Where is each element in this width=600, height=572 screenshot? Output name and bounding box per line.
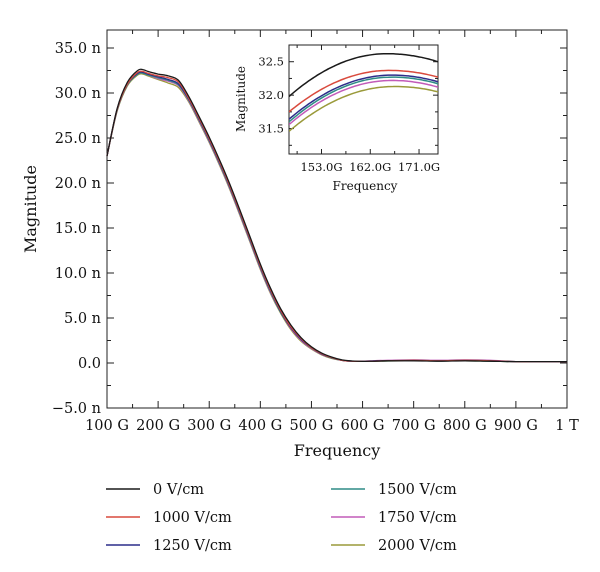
inset-x-axis-label: Frequency: [333, 179, 398, 193]
y-tick-label: 20.0 n: [55, 176, 101, 192]
x-tick-label: 1 T: [555, 418, 579, 434]
x-tick-label: 200 G: [136, 418, 180, 434]
inset-series-line: [289, 69, 438, 113]
y-tick-label: 35.0 n: [55, 41, 101, 57]
x-tick-label: 900 G: [494, 418, 538, 434]
inset-x-tick-label: 162.0G: [349, 160, 391, 174]
inset-series-line: [289, 79, 438, 126]
legend-label: 2000 V/cm: [378, 538, 457, 554]
x-tick-label: 300 G: [187, 418, 231, 434]
legend-label: 1500 V/cm: [378, 482, 457, 498]
inset-x-tick-label: 171.0G: [398, 160, 440, 174]
x-tick-label: 100 G: [85, 418, 129, 434]
inset-y-axis-label: Magnitude: [234, 66, 248, 132]
legend-label: 0 V/cm: [153, 482, 204, 498]
inset-frame: [288, 44, 439, 155]
y-tick-label: 15.0 n: [55, 221, 101, 237]
main-plot: 100 G 200 G 300 G 400 G 500 G 600 G 700 G 800 G…: [52, 29, 579, 434]
y-tick-label: 30.0 n: [55, 86, 101, 102]
inset-plot: 153.0G 162.0G 171.0G 31.5 32.0 32.5: [258, 44, 440, 174]
series-line: [106, 68, 567, 363]
x-tick-label: 500 G: [290, 418, 334, 434]
inset-y-tick-label: 31.5: [258, 122, 284, 136]
x-axis-label: Frequency: [294, 441, 381, 460]
y-tick-label: −5.0 n: [52, 401, 101, 417]
inset-series-line: [289, 52, 438, 98]
legend-label: 1000 V/cm: [153, 510, 232, 526]
y-tick-label: 25.0 n: [55, 131, 101, 147]
inset-y-tick-label: 32.0: [258, 88, 284, 102]
y-axis-label: Magnitude: [21, 165, 40, 253]
y-tick-label: 5.0 n: [64, 311, 101, 327]
x-tick-label: 600 G: [341, 418, 385, 434]
x-tick-label: 400 G: [238, 418, 282, 434]
inset-series-group: [289, 52, 438, 132]
x-tick-label: 700 G: [392, 418, 436, 434]
inset-series-line: [289, 85, 438, 132]
inset-x-tick-label: 153.0G: [300, 160, 342, 174]
y-tick-label: 0.0: [78, 356, 101, 372]
y-tick-label: 10.0 n: [55, 266, 101, 282]
inset-y-tick-label: 32.5: [258, 55, 284, 69]
legend: 0 V/cm 1000 V/cm 1250 V/cm 1500 V/cm 1750 V/…: [106, 482, 457, 554]
legend-label: 1250 V/cm: [153, 538, 232, 554]
inset-series-line: [289, 74, 438, 120]
inset-series-line: [289, 76, 438, 123]
legend-label: 1750 V/cm: [378, 510, 457, 526]
x-tick-label: 800 G: [443, 418, 487, 434]
